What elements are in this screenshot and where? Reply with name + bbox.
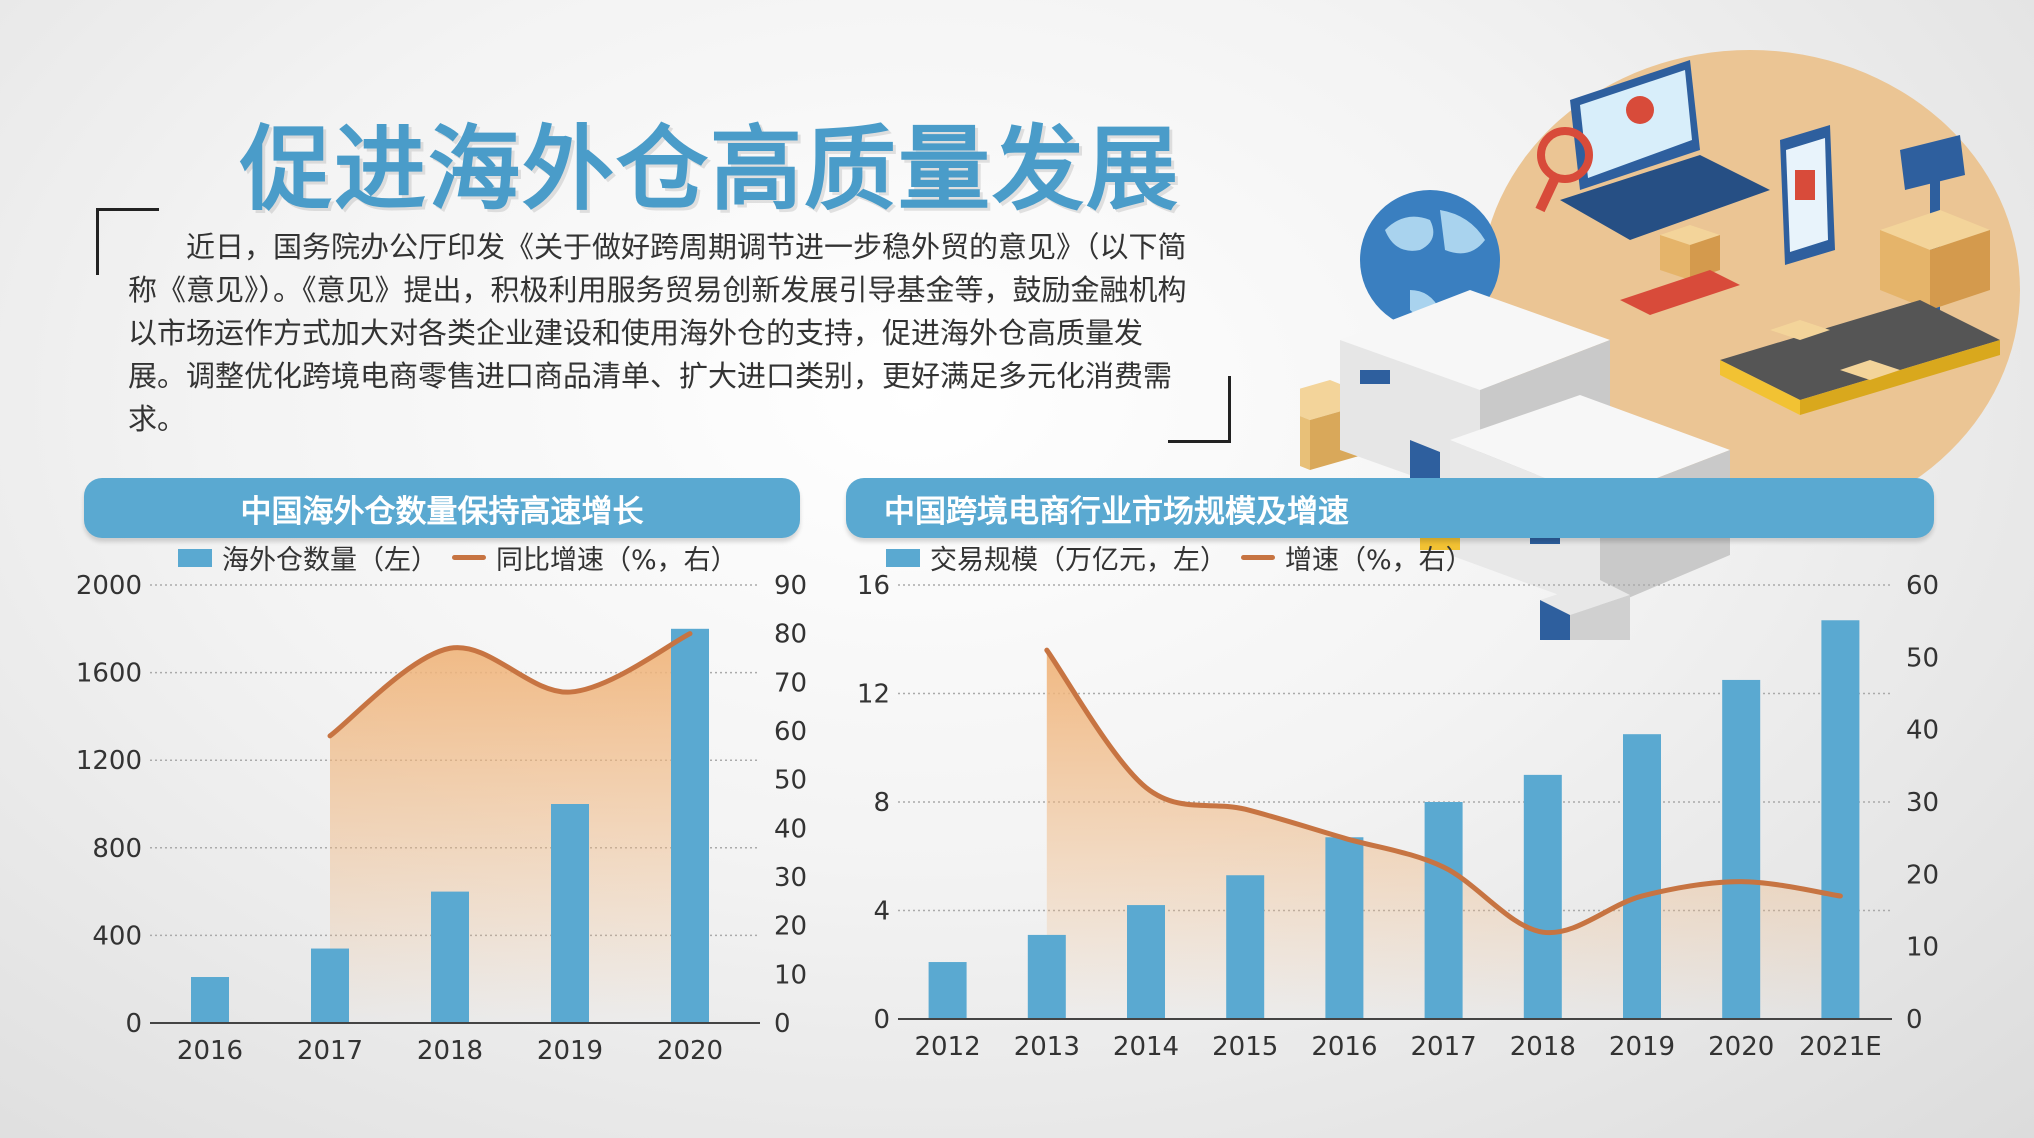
y-right-tick-label: 70 xyxy=(774,668,807,698)
box-icon xyxy=(1620,210,1990,315)
legend-line-swatch xyxy=(1241,555,1275,560)
y-left-tick-label: 8 xyxy=(873,788,890,818)
y-left-tick-label: 0 xyxy=(873,1005,890,1035)
x-tick-label: 2013 xyxy=(1014,1032,1080,1062)
chart1-legend-line-label: 同比增速（%，右） xyxy=(496,545,738,576)
x-tick-label: 2014 xyxy=(1113,1032,1179,1062)
bar-2017 xyxy=(311,948,349,1023)
page-title: 促进海外仓高质量发展 xyxy=(240,116,1181,223)
bar-2018 xyxy=(431,891,469,1023)
y-right-tick-label: 90 xyxy=(774,571,807,601)
bar-2018 xyxy=(1523,774,1562,1019)
y-right-tick-label: 20 xyxy=(774,912,807,942)
y-right-tick-label: 0 xyxy=(774,1009,791,1039)
chart2-header: 中国跨境电商行业市场规模及增速 xyxy=(846,478,1934,538)
x-tick-label: 2018 xyxy=(1510,1032,1576,1062)
bar-2019 xyxy=(1623,734,1661,1019)
chart2-legend: 交易规模（万亿元，左） 增速（%，右） xyxy=(886,538,1473,577)
x-tick-label: 2012 xyxy=(915,1032,981,1062)
y-right-tick-label: 10 xyxy=(774,960,807,990)
bar-2020 xyxy=(671,628,709,1023)
bracket-top-left xyxy=(96,208,159,275)
y-right-tick-label: 30 xyxy=(774,863,807,893)
intro-paragraph: 近日，国务院办公厅印发《关于做好跨周期调节进一步稳外贸的意见》（以下简称《意见》… xyxy=(128,226,1200,441)
chart1-legend: 海外仓数量（左） 同比增速（%，右） xyxy=(178,538,738,577)
y-left-tick-label: 2000 xyxy=(76,571,142,601)
y-right-tick-label: 20 xyxy=(1906,860,1939,890)
legend-line-swatch xyxy=(452,555,486,560)
bar-2015 xyxy=(1226,875,1265,1019)
x-tick-label: 2020 xyxy=(657,1036,723,1066)
legend-bar-swatch xyxy=(886,548,920,567)
growth-area xyxy=(330,633,690,1023)
y-left-tick-label: 16 xyxy=(857,571,890,601)
y-right-tick-label: 50 xyxy=(774,766,807,796)
y-left-tick-label: 800 xyxy=(92,834,142,864)
laptop-icon xyxy=(1560,60,1770,240)
bar-2013 xyxy=(1027,934,1066,1019)
x-tick-label: 2018 xyxy=(417,1036,483,1066)
logistics-illustration xyxy=(1300,50,2020,640)
y-right-tick-label: 60 xyxy=(1906,571,1939,601)
bar-2020 xyxy=(1722,679,1761,1019)
bar-2012 xyxy=(928,962,967,1019)
legend-bar-swatch xyxy=(178,548,212,567)
bar-2019 xyxy=(551,804,589,1023)
x-tick-label: 2017 xyxy=(1411,1032,1477,1062)
y-left-tick-label: 1200 xyxy=(76,746,142,776)
y-left-tick-label: 4 xyxy=(873,897,890,927)
chart2-legend-bar-label: 交易规模（万亿元，左） xyxy=(930,545,1227,576)
bar-2017 xyxy=(1424,802,1463,1019)
conveyor-icon xyxy=(1720,300,2000,415)
y-right-tick-label: 10 xyxy=(1906,933,1939,963)
y-left-tick-label: 12 xyxy=(857,680,890,710)
intro-text: 近日，国务院办公厅印发《关于做好跨周期调节进一步稳外贸的意见》（以下简称《意见》… xyxy=(128,230,1187,436)
y-left-tick-label: 0 xyxy=(125,1009,142,1039)
y-right-tick-label: 40 xyxy=(774,814,807,844)
magnifier-icon xyxy=(1535,127,1593,213)
x-tick-label: 2016 xyxy=(1311,1032,1377,1062)
y-right-tick-label: 0 xyxy=(1906,1005,1923,1035)
growth-line xyxy=(1044,647,1843,936)
y-right-tick-label: 30 xyxy=(1906,788,1939,818)
y-right-tick-label: 40 xyxy=(1906,716,1939,746)
phone-icon xyxy=(1780,125,1835,265)
truck-icon xyxy=(1540,580,1630,640)
x-tick-label: 2015 xyxy=(1212,1032,1278,1062)
x-tick-label: 2019 xyxy=(1609,1032,1675,1062)
y-right-tick-label: 60 xyxy=(774,717,807,747)
chart2-legend-line-label: 增速（%，右） xyxy=(1285,545,1473,576)
y-left-tick-label: 1600 xyxy=(76,659,142,689)
y-right-tick-label: 80 xyxy=(774,620,807,650)
x-tick-label: 2020 xyxy=(1708,1032,1774,1062)
bar-2014 xyxy=(1127,905,1165,1019)
x-tick-label: 2019 xyxy=(537,1036,603,1066)
x-tick-label: 2016 xyxy=(177,1036,243,1066)
bar-2016 xyxy=(191,977,229,1023)
x-tick-label: 2017 xyxy=(297,1036,363,1066)
chart1-header: 中国海外仓数量保持高速增长 xyxy=(84,478,800,538)
growth-line xyxy=(327,631,693,739)
bar-2016 xyxy=(1325,837,1364,1019)
y-left-tick-label: 400 xyxy=(92,921,142,951)
bar-2021E xyxy=(1821,620,1860,1019)
chart1-legend-bar-label: 海外仓数量（左） xyxy=(222,545,438,576)
bracket-bottom-right xyxy=(1168,376,1231,443)
y-right-tick-label: 50 xyxy=(1906,643,1939,673)
x-tick-label: 2021E xyxy=(1799,1032,1882,1062)
